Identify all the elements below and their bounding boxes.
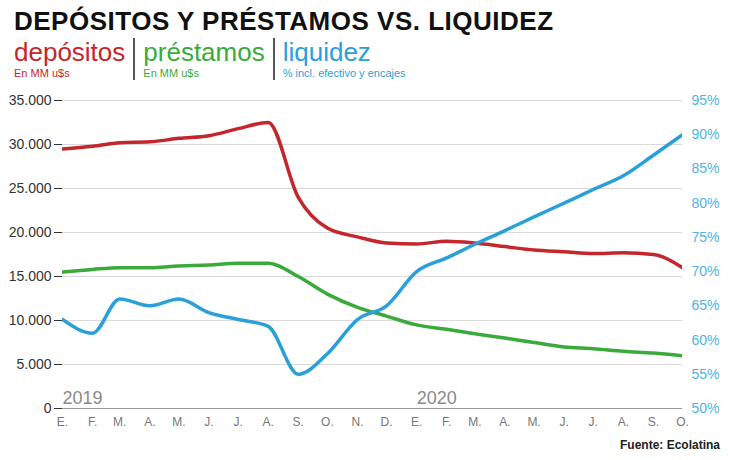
svg-text:O.: O. [321,415,334,429]
html-text:% incl. efectivo y encajes: % incl. efectivo y encajes [282,67,406,79]
svg-text:M.: M. [468,415,481,429]
svg-text:55%: 55% [692,366,720,382]
svg-text:2020: 2020 [417,388,457,408]
svg-text:A.: A. [144,415,155,429]
svg-text:S.: S. [293,415,304,429]
svg-text:N.: N. [351,415,363,429]
svg-text:25.000: 25.000 [9,180,52,196]
html-text:préstamos: préstamos [143,37,265,67]
html-text:En MM u$s: En MM u$s [14,67,70,79]
svg-text:75%: 75% [692,229,720,245]
svg-text:10.000: 10.000 [9,312,52,328]
svg-text:A.: A. [263,415,274,429]
svg-text:20.000: 20.000 [9,224,52,240]
svg-text:J.: J. [204,415,213,429]
svg-text:0: 0 [44,400,52,416]
svg-text:S.: S. [648,415,659,429]
svg-text:35.000: 35.000 [9,92,52,108]
svg-text:F.: F. [88,415,97,429]
html-text:En MM u$s: En MM u$s [143,67,199,79]
html-text:liquidez: liquidez [282,37,371,67]
svg-text:F.: F. [442,415,451,429]
svg-text:M.: M. [172,415,185,429]
svg-text:15.000: 15.000 [9,268,52,284]
svg-text:50%: 50% [692,400,720,416]
svg-text:M.: M. [113,415,126,429]
svg-text:E.: E. [411,415,422,429]
html-text:depósitos: depósitos [14,37,126,67]
svg-text:90%: 90% [692,126,720,142]
html-text:DEPÓSITOS Y PRÉSTAMOS VS. LIQU: DEPÓSITOS Y PRÉSTAMOS VS. LIQUIDEZ [14,6,554,36]
svg-text:85%: 85% [692,160,720,176]
svg-text:65%: 65% [692,297,720,313]
svg-text:2019: 2019 [63,388,103,408]
svg-text:5.000: 5.000 [16,356,51,372]
svg-text:J.: J. [589,415,598,429]
svg-text:A.: A. [499,415,510,429]
html-text:Fuente: Ecolatina: Fuente: Ecolatina [620,438,720,452]
svg-text:J.: J. [559,415,568,429]
svg-text:30.000: 30.000 [9,136,52,152]
svg-text:J.: J. [233,415,242,429]
svg-text:80%: 80% [692,195,720,211]
svg-text:D.: D. [381,415,393,429]
svg-text:E.: E. [57,415,68,429]
svg-text:95%: 95% [692,92,720,108]
svg-text:O.: O. [676,415,689,429]
svg-text:60%: 60% [692,332,720,348]
svg-text:A.: A. [618,415,629,429]
svg-text:70%: 70% [692,263,720,279]
svg-text:M.: M. [527,415,540,429]
